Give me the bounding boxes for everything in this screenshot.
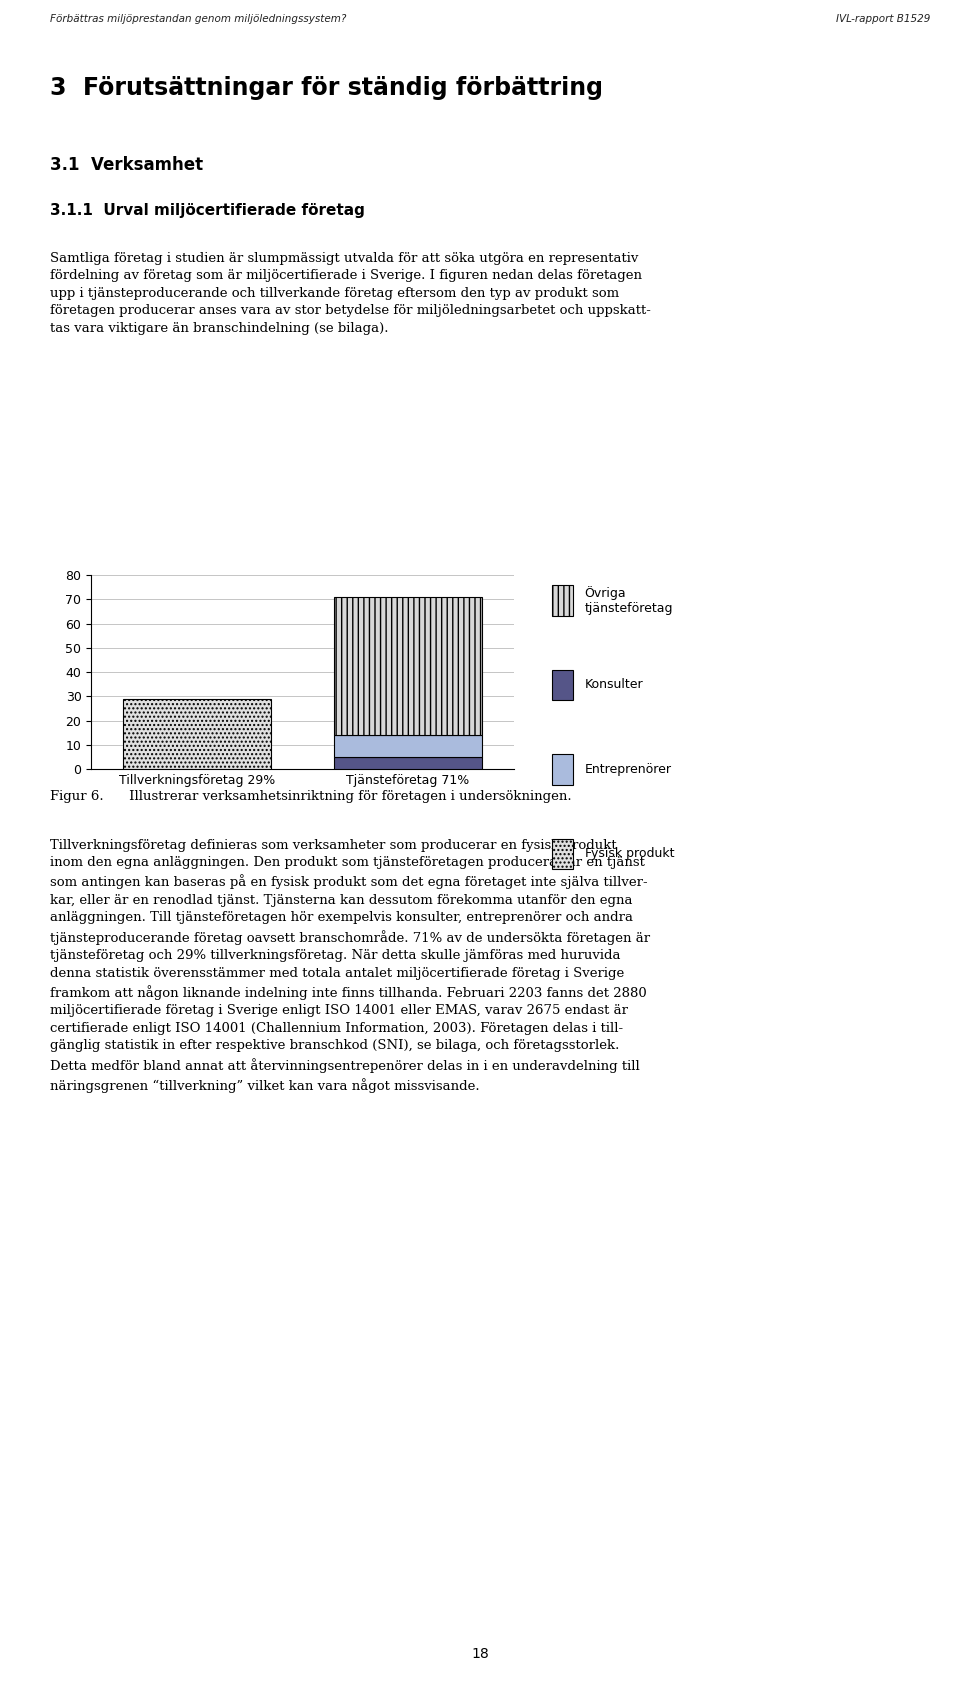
Text: Tillverkningsföretag definieras som verksamheter som producerar en fysisk produk: Tillverkningsföretag definieras som verk…	[50, 839, 650, 1092]
Text: Konsulter: Konsulter	[585, 678, 643, 692]
Text: 3.1.1  Urval miljöcertifierade företag: 3.1.1 Urval miljöcertifierade företag	[50, 203, 365, 218]
Text: Övriga
tjänsteföretag: Övriga tjänsteföretag	[585, 585, 673, 616]
Text: 3  Förutsättningar för ständig förbättring: 3 Förutsättningar för ständig förbättrin…	[50, 76, 603, 100]
Text: Entreprenörer: Entreprenörer	[585, 763, 672, 776]
Text: 3.1  Verksamhet: 3.1 Verksamhet	[50, 156, 204, 174]
Bar	[334, 736, 482, 758]
Text: 18: 18	[471, 1647, 489, 1661]
Bar	[334, 758, 482, 769]
Bar	[334, 597, 482, 736]
Bar	[123, 698, 271, 769]
Text: Figur 6.      Illustrerar verksamhetsinriktning för företagen i undersökningen.: Figur 6. Illustrerar verksamhetsinriktni…	[50, 790, 571, 803]
Text: IVL-rapport B1529: IVL-rapport B1529	[836, 14, 930, 24]
Text: Samtliga företag i studien är slumpmässigt utvalda för att söka utgöra en repres: Samtliga företag i studien är slumpmässi…	[50, 252, 651, 335]
Text: Förbättras miljöprestandan genom miljöledningssystem?: Förbättras miljöprestandan genom miljöle…	[50, 14, 347, 24]
Text: Fysisk produkt: Fysisk produkt	[585, 847, 674, 861]
